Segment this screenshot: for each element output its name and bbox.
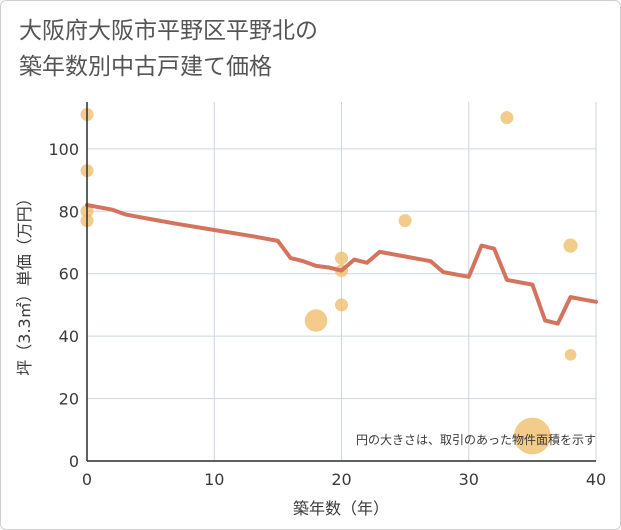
- trend-line: [85, 203, 598, 326]
- x-tick-label: 20: [331, 470, 351, 489]
- size-legend-note: 円の大きさは、取引のあった物件面積を示す: [356, 432, 596, 447]
- x-tick-label: 40: [586, 470, 606, 489]
- y-axis-label: 坪（3.3㎡）単価（万円）: [15, 190, 34, 375]
- data-point: [564, 349, 577, 361]
- data-point: [513, 417, 551, 455]
- x-tick-label: 30: [459, 470, 479, 489]
- chart-title-line1: 大阪府大阪市平野区平野北の: [19, 18, 318, 44]
- x-tick-label: 10: [204, 470, 224, 489]
- chart-title-line2: 築年数別中古戸建て価格: [19, 54, 272, 80]
- data-point: [335, 298, 348, 312]
- axes: [86, 102, 596, 462]
- data-point: [500, 111, 514, 125]
- tick-labels: 0 10 20 30 40 0 20 40 60 80 100: [48, 140, 606, 489]
- y-tick-label: 40: [59, 327, 79, 346]
- x-tick-label: 0: [82, 470, 92, 489]
- data-points: [80, 107, 578, 455]
- data-point: [563, 238, 578, 253]
- trend-line-group: [85, 203, 598, 326]
- grid: [87, 102, 597, 461]
- data-point: [335, 251, 348, 265]
- y-tick-label: 100: [48, 140, 79, 159]
- data-point: [398, 214, 412, 228]
- chart-title: 大阪府大阪市平野区平野北の 築年数別中古戸建て価格: [19, 13, 318, 85]
- y-tick-label: 20: [59, 390, 79, 409]
- x-axis-label: 築年数（年）: [293, 499, 389, 518]
- data-point: [304, 309, 328, 332]
- y-tick-label: 60: [59, 265, 79, 284]
- y-tick-label: 80: [59, 202, 79, 221]
- y-tick-label: 0: [69, 452, 79, 471]
